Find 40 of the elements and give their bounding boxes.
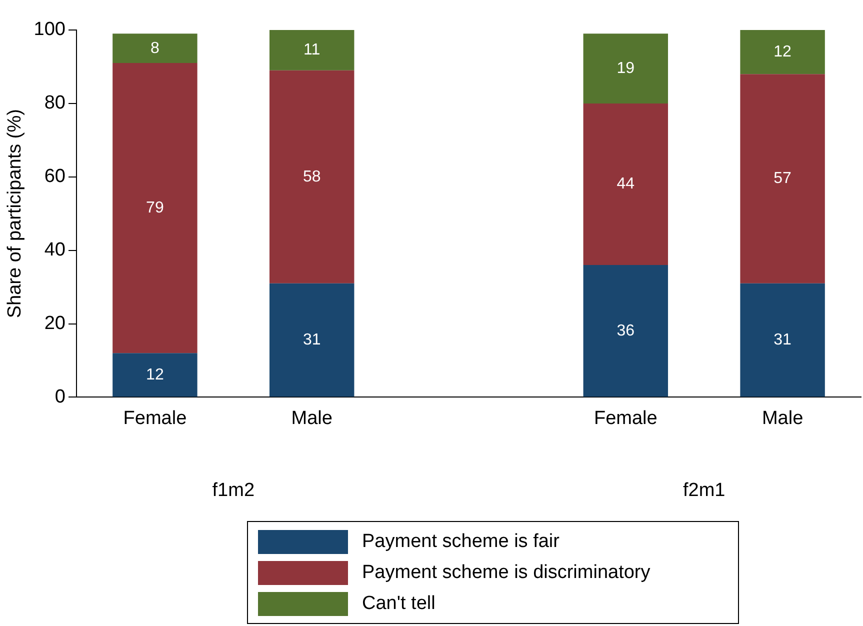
legend-label: Payment scheme is fair bbox=[362, 530, 560, 552]
y-axis-title: Share of participants (%) bbox=[4, 109, 26, 318]
y-tick-label: 0 bbox=[54, 386, 66, 408]
data-label: 11 bbox=[304, 42, 320, 59]
text: f2m1 bbox=[682, 480, 726, 502]
bar bbox=[112, 353, 198, 397]
x-tick-label: Female bbox=[123, 408, 187, 429]
bar bbox=[583, 103, 668, 266]
data-label: 8 bbox=[150, 40, 160, 57]
bar bbox=[740, 283, 825, 397]
x-tick-label: Male bbox=[762, 408, 804, 429]
data-label: 79 bbox=[146, 200, 164, 216]
bar bbox=[740, 30, 825, 74]
x-tick-label: Female bbox=[594, 408, 658, 429]
legend-label: Payment scheme is discriminatory bbox=[362, 562, 650, 584]
data-label: 58 bbox=[302, 168, 321, 186]
data-label: 31 bbox=[302, 331, 321, 348]
data-label: 57 bbox=[774, 170, 792, 188]
y-tick-label: 20 bbox=[44, 312, 66, 334]
bar bbox=[740, 74, 825, 284]
bar bbox=[269, 70, 354, 284]
y-tick-label: 80 bbox=[44, 92, 66, 114]
y-tick-label: 60 bbox=[44, 166, 66, 188]
bar bbox=[583, 265, 668, 397]
data-label: 44 bbox=[616, 176, 635, 193]
text: f1m2 bbox=[212, 480, 255, 502]
data-label: 12 bbox=[146, 366, 164, 384]
y-tick-label: 40 bbox=[44, 240, 66, 261]
data-label: 19 bbox=[616, 60, 635, 77]
legend-label: Can't tell bbox=[362, 592, 436, 614]
bar bbox=[583, 34, 668, 104]
y-tick-label: 100 bbox=[34, 19, 66, 40]
data-label: 36 bbox=[616, 322, 635, 340]
data-label: 31 bbox=[774, 331, 792, 348]
data-label: 12 bbox=[774, 43, 792, 60]
bar bbox=[269, 30, 354, 70]
x-tick-label: Male bbox=[291, 408, 332, 429]
bar bbox=[269, 283, 354, 397]
bar bbox=[112, 34, 198, 64]
bar bbox=[112, 63, 198, 354]
